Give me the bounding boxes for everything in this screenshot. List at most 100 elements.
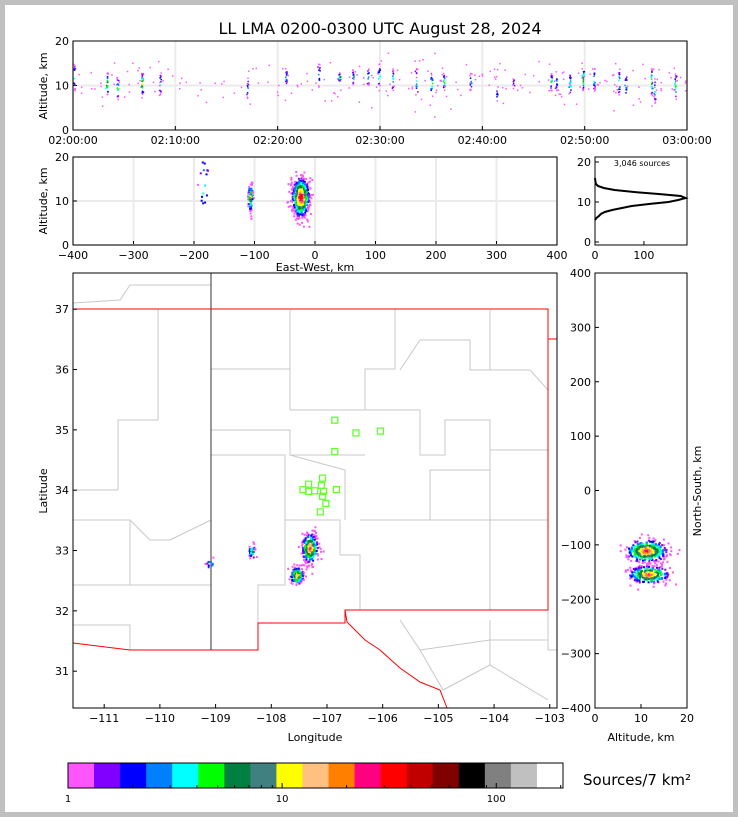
colorbar-swatch (484, 763, 512, 788)
lightning-source (634, 541, 637, 544)
lightning-source (107, 72, 109, 74)
lightning-source (650, 93, 653, 96)
lightning-source (589, 73, 592, 76)
lightning-source (582, 76, 584, 78)
lightning-source (415, 87, 418, 89)
lightning-source (678, 549, 681, 552)
lightning-source (556, 84, 559, 86)
east-west-panel: −400 −300 −200 −100 0 100 200 300 400 0 10 20 (55, 151, 568, 262)
lightning-source (445, 75, 448, 78)
lightning-source (418, 60, 421, 62)
lightning-source (652, 551, 655, 554)
lightning-source (649, 557, 652, 560)
lightning-source (635, 568, 638, 571)
lightning-source (659, 570, 662, 573)
lightning-source (285, 76, 287, 78)
lightning-source (647, 534, 650, 537)
lightning-source (496, 92, 499, 94)
lightning-source (249, 188, 252, 191)
lightning-source (159, 80, 162, 83)
lightning-source (643, 554, 646, 557)
lightning-source (657, 581, 660, 584)
lightning-source (633, 539, 636, 542)
lightning-source (651, 87, 653, 90)
x-tick-label: −109 (200, 712, 230, 725)
lightning-source (635, 581, 638, 584)
lightning-source (252, 556, 255, 559)
lightning-source (285, 78, 288, 81)
lightning-source (636, 579, 639, 582)
lightning-source (117, 88, 120, 90)
lightning-source (300, 564, 303, 567)
lightning-source (297, 545, 300, 548)
lightning-source (319, 547, 322, 550)
lightning-source (312, 566, 315, 569)
lightning-source (106, 79, 109, 82)
lightning-source (616, 89, 619, 91)
y-tick-label: 10 (55, 195, 69, 208)
lightning-source (636, 571, 639, 574)
lightning-source (470, 80, 472, 83)
colorbar-swatch (120, 763, 147, 788)
x-tick-label: −104 (479, 712, 509, 725)
lightning-source (674, 73, 677, 75)
lightning-source (650, 74, 653, 76)
lightning-source (338, 73, 340, 76)
lma-station-marker (331, 447, 339, 456)
lightning-source (250, 547, 253, 550)
lightning-source (299, 205, 302, 208)
lightning-source (469, 77, 472, 79)
lightning-source (248, 209, 251, 212)
lightning-source (387, 94, 389, 97)
lightning-source (201, 161, 204, 164)
lightning-source (660, 549, 663, 552)
lightning-source (657, 572, 660, 575)
lightning-source (249, 207, 252, 210)
lightning-source (496, 68, 499, 71)
lightning-source (310, 554, 313, 557)
lightning-source (248, 196, 251, 199)
lightning-source (306, 544, 309, 547)
lightning-source (415, 85, 417, 87)
lightning-source (556, 80, 558, 82)
lightning-source (465, 63, 468, 66)
state-boundary (73, 308, 549, 709)
lightning-source (568, 86, 570, 89)
lightning-source (648, 572, 651, 575)
lightning-source (550, 76, 553, 78)
lightning-source (308, 540, 311, 543)
lightning-source (323, 78, 326, 81)
lightning-source (171, 75, 174, 77)
lightning-source (294, 571, 297, 574)
lightning-source (657, 570, 660, 573)
lightning-source (312, 555, 315, 558)
lightning-source (640, 533, 643, 536)
lightning-source (627, 555, 630, 558)
lightning-source (651, 75, 653, 78)
lightning-source (302, 551, 305, 554)
lightning-source (470, 72, 472, 75)
lightning-source (650, 78, 653, 80)
lightning-source (670, 76, 672, 79)
lightning-source (315, 535, 318, 538)
lightning-source (391, 86, 394, 88)
lightning-source (250, 552, 253, 555)
lightning-source (305, 202, 308, 205)
lightning-source (301, 175, 304, 178)
lightning-source (673, 67, 675, 70)
lightning-source (301, 190, 304, 193)
lightning-source (652, 537, 655, 540)
lightning-source (252, 548, 255, 551)
lightning-source (658, 555, 661, 558)
lightning-source (637, 575, 640, 578)
county-boundary (547, 610, 557, 651)
lightning-source (624, 570, 627, 573)
lightning-source (339, 72, 341, 75)
lightning-source (295, 184, 298, 187)
lightning-source (569, 82, 571, 84)
lightning-source (294, 218, 297, 221)
lightning-source (303, 189, 306, 192)
lightning-source (352, 73, 355, 76)
colorbar: 1 10 100 (65, 762, 564, 805)
lightning-source (307, 553, 310, 556)
